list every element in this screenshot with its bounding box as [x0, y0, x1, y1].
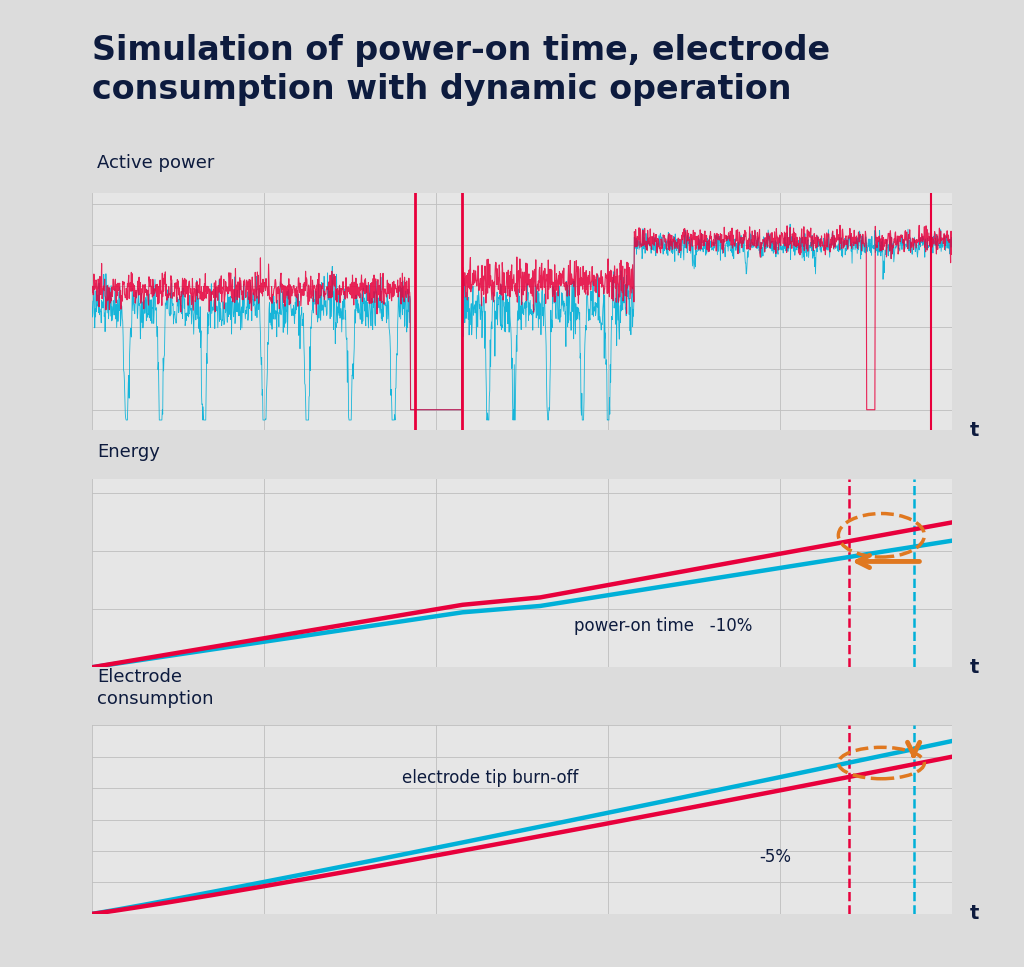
- Text: Electrode
consumption: Electrode consumption: [97, 668, 214, 708]
- Text: power-on time   -10%: power-on time -10%: [573, 617, 753, 634]
- Text: t: t: [970, 904, 979, 923]
- Text: -5%: -5%: [759, 848, 791, 866]
- Text: Energy: Energy: [97, 443, 160, 461]
- Text: t: t: [970, 421, 979, 440]
- Text: t: t: [970, 658, 979, 677]
- Text: electrode tip burn-off: electrode tip burn-off: [401, 769, 579, 787]
- Text: Active power: Active power: [97, 154, 215, 172]
- Text: Simulation of power-on time, electrode
consumption with dynamic operation: Simulation of power-on time, electrode c…: [92, 34, 830, 106]
